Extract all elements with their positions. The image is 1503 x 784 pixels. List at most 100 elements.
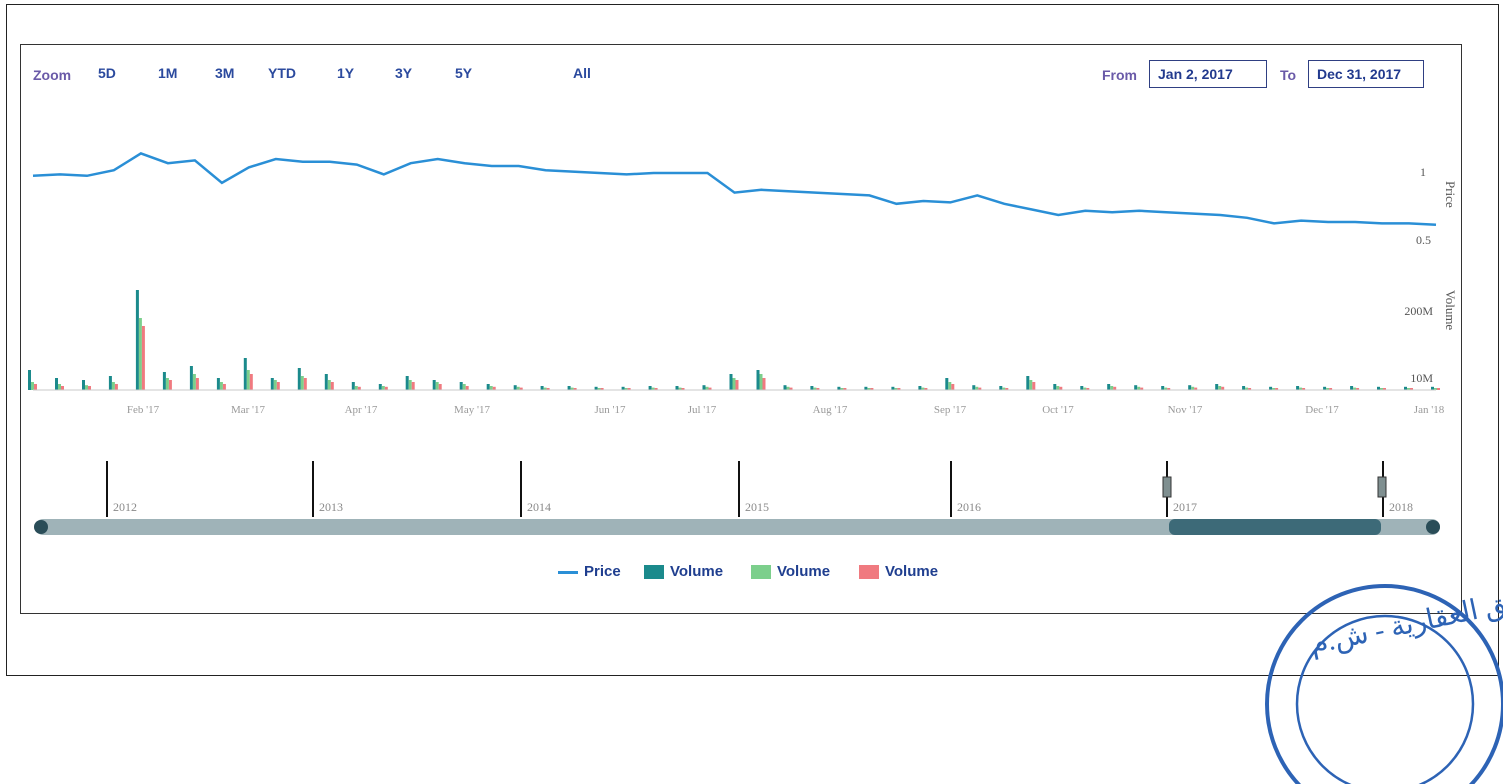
volume-bar-1 bbox=[1350, 386, 1354, 390]
volume-bar-1 bbox=[1215, 384, 1219, 390]
volume-bar-1 bbox=[1134, 385, 1138, 390]
legend-item-price[interactable]: Price bbox=[558, 563, 621, 580]
volume-bar-3 bbox=[1410, 388, 1413, 390]
volume-bar-1 bbox=[55, 378, 58, 390]
volume-bar-2 bbox=[85, 385, 88, 390]
volume-bar-2 bbox=[1029, 380, 1033, 390]
volume-bar-2 bbox=[435, 382, 439, 390]
volume-bar-1 bbox=[1026, 376, 1030, 390]
volume-bar-2 bbox=[1083, 387, 1087, 390]
volume-bar-1 bbox=[1377, 386, 1380, 390]
x-tick-label: Nov '17 bbox=[1168, 404, 1203, 416]
navigator-left-handle[interactable] bbox=[1162, 476, 1172, 498]
price-volume-chart: Feb '17 Mar '17 Apr '17 May '17 Jun '17 Jul '… bbox=[28, 152, 1458, 535]
x-tick-label: Aug '17 bbox=[813, 404, 848, 416]
volume-bar-1 bbox=[621, 386, 625, 390]
volume-bar-3 bbox=[1086, 388, 1090, 390]
volume-bar-1 bbox=[1242, 386, 1246, 390]
volume-bar-3 bbox=[789, 387, 793, 390]
volume-bar-3 bbox=[303, 378, 307, 390]
volume-bar-3 bbox=[978, 387, 982, 390]
x-tick-label: Sep '17 bbox=[934, 404, 967, 416]
volume-tick-200m: 200M bbox=[1404, 304, 1433, 318]
volume-bar-1 bbox=[135, 290, 139, 390]
volume-bar-2 bbox=[219, 382, 223, 390]
volume-bar-2 bbox=[624, 388, 628, 390]
zoom-1m-button[interactable]: 1M bbox=[158, 65, 178, 81]
volume-bar-2 bbox=[651, 387, 655, 390]
volume-bar-3 bbox=[1167, 388, 1171, 390]
navigator-year-label: 2015 bbox=[745, 500, 769, 514]
volume-bar-3 bbox=[762, 378, 766, 390]
volume-bar-3 bbox=[816, 388, 820, 390]
navigator-scrollbar-thumb[interactable] bbox=[1169, 519, 1381, 535]
volume-bar-3 bbox=[1140, 387, 1144, 390]
zoom-5d-button[interactable]: 5D bbox=[98, 65, 116, 81]
volume-bar-2 bbox=[1326, 388, 1330, 390]
navigator-right-handle[interactable] bbox=[1377, 476, 1387, 498]
volume-bar-3 bbox=[627, 388, 631, 390]
volume-bar-2 bbox=[732, 378, 736, 390]
volume-bar-2 bbox=[408, 380, 412, 390]
volume-bar-3 bbox=[465, 386, 469, 390]
volume-bar-2 bbox=[1164, 387, 1168, 390]
legend-item-volume-1[interactable]: Volume bbox=[644, 563, 723, 580]
volume-bar-1 bbox=[891, 386, 895, 390]
volume-bar-1 bbox=[324, 374, 328, 390]
volume-bar-1 bbox=[1107, 384, 1111, 390]
to-date-input[interactable] bbox=[1308, 60, 1424, 88]
zoom-ytd-button[interactable]: YTD bbox=[268, 65, 296, 81]
volume-bar-2 bbox=[705, 386, 709, 390]
volume-bar-3 bbox=[600, 388, 604, 390]
volume-bar-3 bbox=[1383, 388, 1386, 390]
zoom-1y-button[interactable]: 1Y bbox=[337, 65, 355, 81]
volume-bar-2 bbox=[1272, 388, 1276, 390]
volume-bar-3 bbox=[1248, 388, 1252, 390]
legend-item-volume-2[interactable]: Volume bbox=[751, 563, 830, 580]
legend-item-volume-3[interactable]: Volume bbox=[859, 563, 938, 580]
volume-bar-1 bbox=[1323, 386, 1327, 390]
navigator-scrollbar-track[interactable] bbox=[35, 519, 1440, 535]
company-stamp: لق العقارية - ش.م bbox=[1265, 584, 1503, 784]
volume-bar-3 bbox=[34, 384, 37, 390]
zoom-3y-button[interactable]: 3Y bbox=[395, 65, 413, 81]
volume-bar-2 bbox=[1353, 387, 1357, 390]
volume-bar-3 bbox=[438, 384, 442, 390]
volume-bar-3 bbox=[573, 388, 577, 390]
x-tick-label: Jun '17 bbox=[594, 404, 626, 416]
volume-bar-3 bbox=[735, 380, 739, 390]
navigator[interactable]: 2012 2013 2014 2015 2016 2017 2018 bbox=[34, 461, 1440, 535]
volume-bar-1 bbox=[1404, 386, 1407, 390]
volume-bar-1 bbox=[729, 374, 733, 390]
volume-bar-3 bbox=[870, 388, 874, 390]
price-tick-0-5: 0.5 bbox=[1416, 233, 1431, 247]
volume-bar-2 bbox=[1218, 386, 1222, 390]
zoom-3m-button[interactable]: 3M bbox=[215, 65, 235, 81]
volume-bar-3 bbox=[61, 386, 64, 390]
volume-bar-2 bbox=[300, 376, 304, 390]
x-tick-label: Oct '17 bbox=[1042, 404, 1074, 416]
volume-bar-3 bbox=[1059, 386, 1063, 390]
navigator-year-label: 2018 bbox=[1389, 500, 1413, 514]
volume-bar-2 bbox=[840, 388, 844, 390]
x-tick-label: Apr '17 bbox=[345, 404, 378, 416]
zoom-5y-button[interactable]: 5Y bbox=[455, 65, 473, 81]
price-line bbox=[32, 152, 1437, 227]
volume-bar-3 bbox=[546, 388, 550, 390]
from-date-input[interactable] bbox=[1149, 60, 1267, 88]
volume-bar-1 bbox=[567, 386, 571, 390]
volume-bar-1 bbox=[1431, 386, 1434, 390]
volume-bar-3 bbox=[222, 384, 226, 390]
navigator-year-label: 2014 bbox=[527, 500, 551, 514]
volume-bar-1 bbox=[1080, 386, 1084, 390]
volume-bar-1 bbox=[594, 386, 598, 390]
x-tick-label: Jul '17 bbox=[688, 404, 717, 416]
volume-bar-2 bbox=[1056, 386, 1060, 390]
volume-bar-3 bbox=[330, 382, 334, 390]
navigator-year-label: 2016 bbox=[957, 500, 981, 514]
zoom-all-button[interactable]: All bbox=[573, 65, 591, 81]
navigator-left-arrow[interactable] bbox=[34, 520, 48, 534]
navigator-right-arrow[interactable] bbox=[1426, 520, 1440, 534]
volume-bar-2 bbox=[894, 388, 898, 390]
volume-bar-1 bbox=[864, 386, 868, 390]
